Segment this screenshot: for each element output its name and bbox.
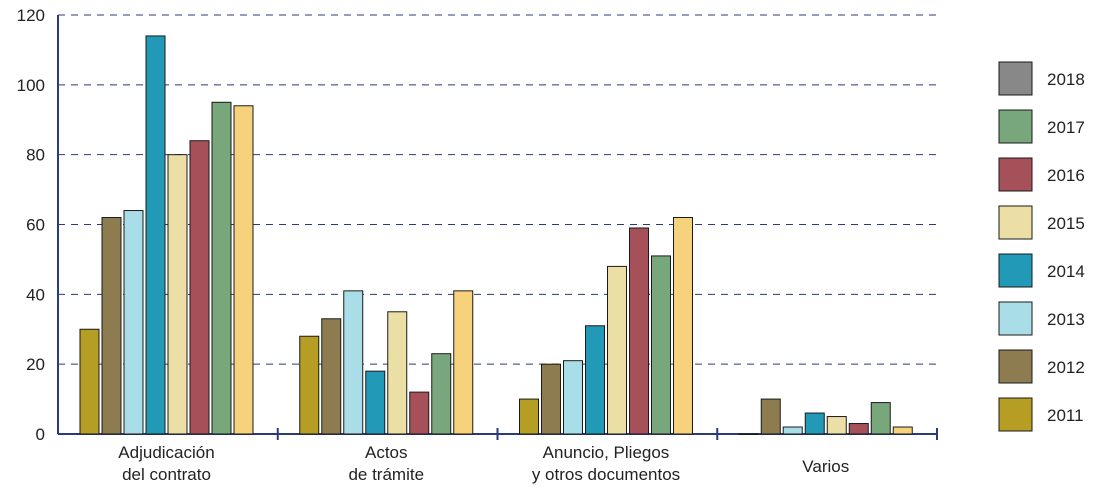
category-labels: Adjudicación del contrato Actos de trámite A… <box>118 443 849 484</box>
bar-series-7-cat-2 <box>673 217 693 435</box>
bar-2011-cat-3 <box>738 433 759 435</box>
legend-swatch-2016 <box>998 157 1033 192</box>
legend-label-2012: 2012 <box>1047 358 1085 377</box>
legend: 2018 2017 2016 2015 2014 2013 2012 2011 <box>998 61 1085 432</box>
bar-2016-cat-2 <box>629 227 649 435</box>
bar-2017-cat-1 <box>431 353 452 435</box>
bar-2011-cat-1 <box>299 335 320 435</box>
bars <box>79 35 913 435</box>
bar-2011-cat-2 <box>519 398 539 435</box>
y-tick-label: 0 <box>36 425 45 444</box>
bar-2014-cat-3 <box>804 412 825 435</box>
y-tick-label: 40 <box>26 285 45 304</box>
bar-2015-cat-2 <box>607 265 627 435</box>
bar-2013-cat-1 <box>343 290 364 435</box>
bar-2016-cat-3 <box>848 423 869 435</box>
legend-label-2011: 2011 <box>1047 406 1084 425</box>
bar-2017-cat-2 <box>651 255 671 435</box>
bar-2014-cat-2 <box>585 325 605 435</box>
legend-label-2015: 2015 <box>1047 214 1085 233</box>
bar-2015-cat-1 <box>387 311 408 435</box>
bar-2012-cat-2 <box>541 363 561 435</box>
bar-2013-cat-0 <box>123 210 144 435</box>
bar-2015-cat-3 <box>826 416 847 435</box>
legend-swatch-2018 <box>998 61 1033 96</box>
category-label: Anuncio, Pliegos <box>543 443 670 462</box>
y-tick-label: 60 <box>26 216 45 235</box>
legend-swatch-2014 <box>998 253 1033 288</box>
category-label: Adjudicación <box>118 443 214 462</box>
bar-2016-cat-1 <box>409 391 430 435</box>
bar-2012-cat-0 <box>101 217 122 435</box>
bar-series-7-cat-3 <box>892 426 913 435</box>
category-label: Actos <box>365 443 408 462</box>
y-tick-label: 80 <box>26 146 45 165</box>
bar-2017-cat-0 <box>211 101 232 435</box>
bar-2015-cat-0 <box>167 154 188 435</box>
legend-swatch-2013 <box>998 301 1033 336</box>
legend-swatch-2011 <box>998 397 1033 432</box>
category-label: del contrato <box>122 465 211 484</box>
bar-2012-cat-3 <box>760 398 781 435</box>
legend-label-2016: 2016 <box>1047 166 1085 185</box>
bar-2013-cat-3 <box>782 426 803 435</box>
legend-label-2013: 2013 <box>1047 310 1085 329</box>
legend-swatch-2015 <box>998 205 1033 240</box>
bar-series-7-cat-1 <box>453 290 474 435</box>
category-label: Varios <box>802 457 849 476</box>
y-tick-label: 100 <box>17 76 45 95</box>
legend-swatch-2017 <box>998 109 1033 144</box>
y-tick-label: 20 <box>26 355 45 374</box>
legend-label-2014: 2014 <box>1047 262 1085 281</box>
legend-label-2018: 2018 <box>1047 70 1085 89</box>
bar-2016-cat-0 <box>189 140 210 435</box>
bar-2017-cat-3 <box>870 402 891 435</box>
bar-series-7-cat-0 <box>233 105 254 435</box>
legend-swatch-2012 <box>998 349 1033 384</box>
bar-2014-cat-0 <box>145 35 166 435</box>
bar-2011-cat-0 <box>79 328 100 435</box>
category-label: de trámite <box>348 465 424 484</box>
y-tick-labels: 0 20 40 60 80 100 120 <box>17 6 45 444</box>
bar-2014-cat-1 <box>365 370 386 435</box>
legend-label-2017: 2017 <box>1047 118 1085 137</box>
bar-2012-cat-1 <box>321 318 342 435</box>
y-tick-label: 120 <box>17 6 45 25</box>
category-label: y otros documentos <box>532 465 680 484</box>
bar-2013-cat-2 <box>563 360 583 435</box>
